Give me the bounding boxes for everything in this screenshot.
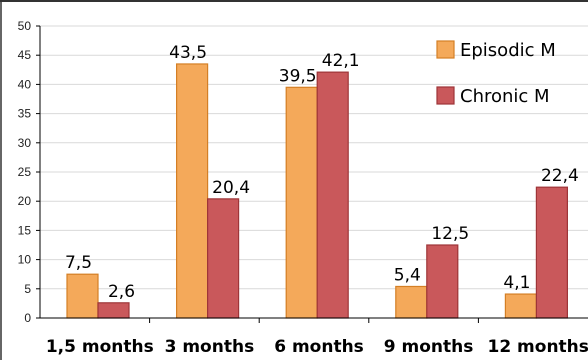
data-label: 4,1 [503, 273, 530, 293]
legend: Episodic M Chronic M [436, 40, 556, 107]
data-label: 12,5 [431, 224, 469, 244]
legend-swatch [436, 86, 455, 105]
bar-episodic [66, 273, 99, 319]
y-tick-label: 40 [18, 77, 32, 91]
data-label: 43,5 [169, 43, 207, 63]
data-label: 22,4 [541, 166, 579, 186]
bar-episodic [176, 63, 209, 319]
legend-label: Chronic M [460, 86, 550, 107]
y-tick-label: 30 [18, 136, 32, 150]
bar-chronic [207, 198, 240, 319]
data-label: 7,5 [65, 253, 92, 273]
y-tick-label: 25 [18, 165, 32, 179]
data-label: 39,5 [279, 66, 317, 86]
x-category-label: 3 months [165, 337, 255, 357]
bar-chronic [535, 186, 569, 319]
y-axis-ticks: 0 5 10 15 20 25 30 35 40 45 50 [18, 19, 40, 325]
y-tick-label: 10 [18, 253, 32, 267]
data-label: 2,6 [108, 282, 135, 302]
y-tick-label: 20 [18, 194, 32, 208]
data-labels: 7,5 2,6 43,5 20,4 39,542,1 5,4 12,5 4,1 22,4 [65, 43, 579, 302]
y-tick-label: 0 [24, 311, 31, 325]
x-axis-categories: 1,5 months 3 months 6 months 9 months 12 mon… [46, 337, 588, 357]
x-category-label: 6 months [274, 337, 364, 357]
x-category-label: 12 months [487, 337, 588, 357]
bar-chronic [97, 302, 130, 319]
bars [66, 63, 569, 319]
y-tick-label: 15 [18, 223, 32, 237]
bar-chronic [426, 244, 459, 319]
y-tick-label: 35 [18, 107, 32, 121]
data-label: 5,4 [394, 265, 421, 285]
legend-label: Episodic M [460, 40, 556, 61]
bar-episodic [395, 285, 428, 319]
x-category-label: 9 months [384, 337, 474, 357]
x-category-label: 1,5 months [46, 337, 154, 357]
y-tick-label: 5 [24, 282, 31, 296]
bar-episodic [504, 293, 537, 319]
y-tick-label: 45 [18, 48, 32, 62]
legend-swatch [436, 40, 455, 59]
bar-chronic [316, 71, 349, 319]
data-label: 20,4 [212, 178, 250, 198]
y-tick-label: 50 [18, 19, 32, 33]
data-label: 42,1 [322, 51, 360, 71]
bar-episodic [285, 86, 318, 319]
